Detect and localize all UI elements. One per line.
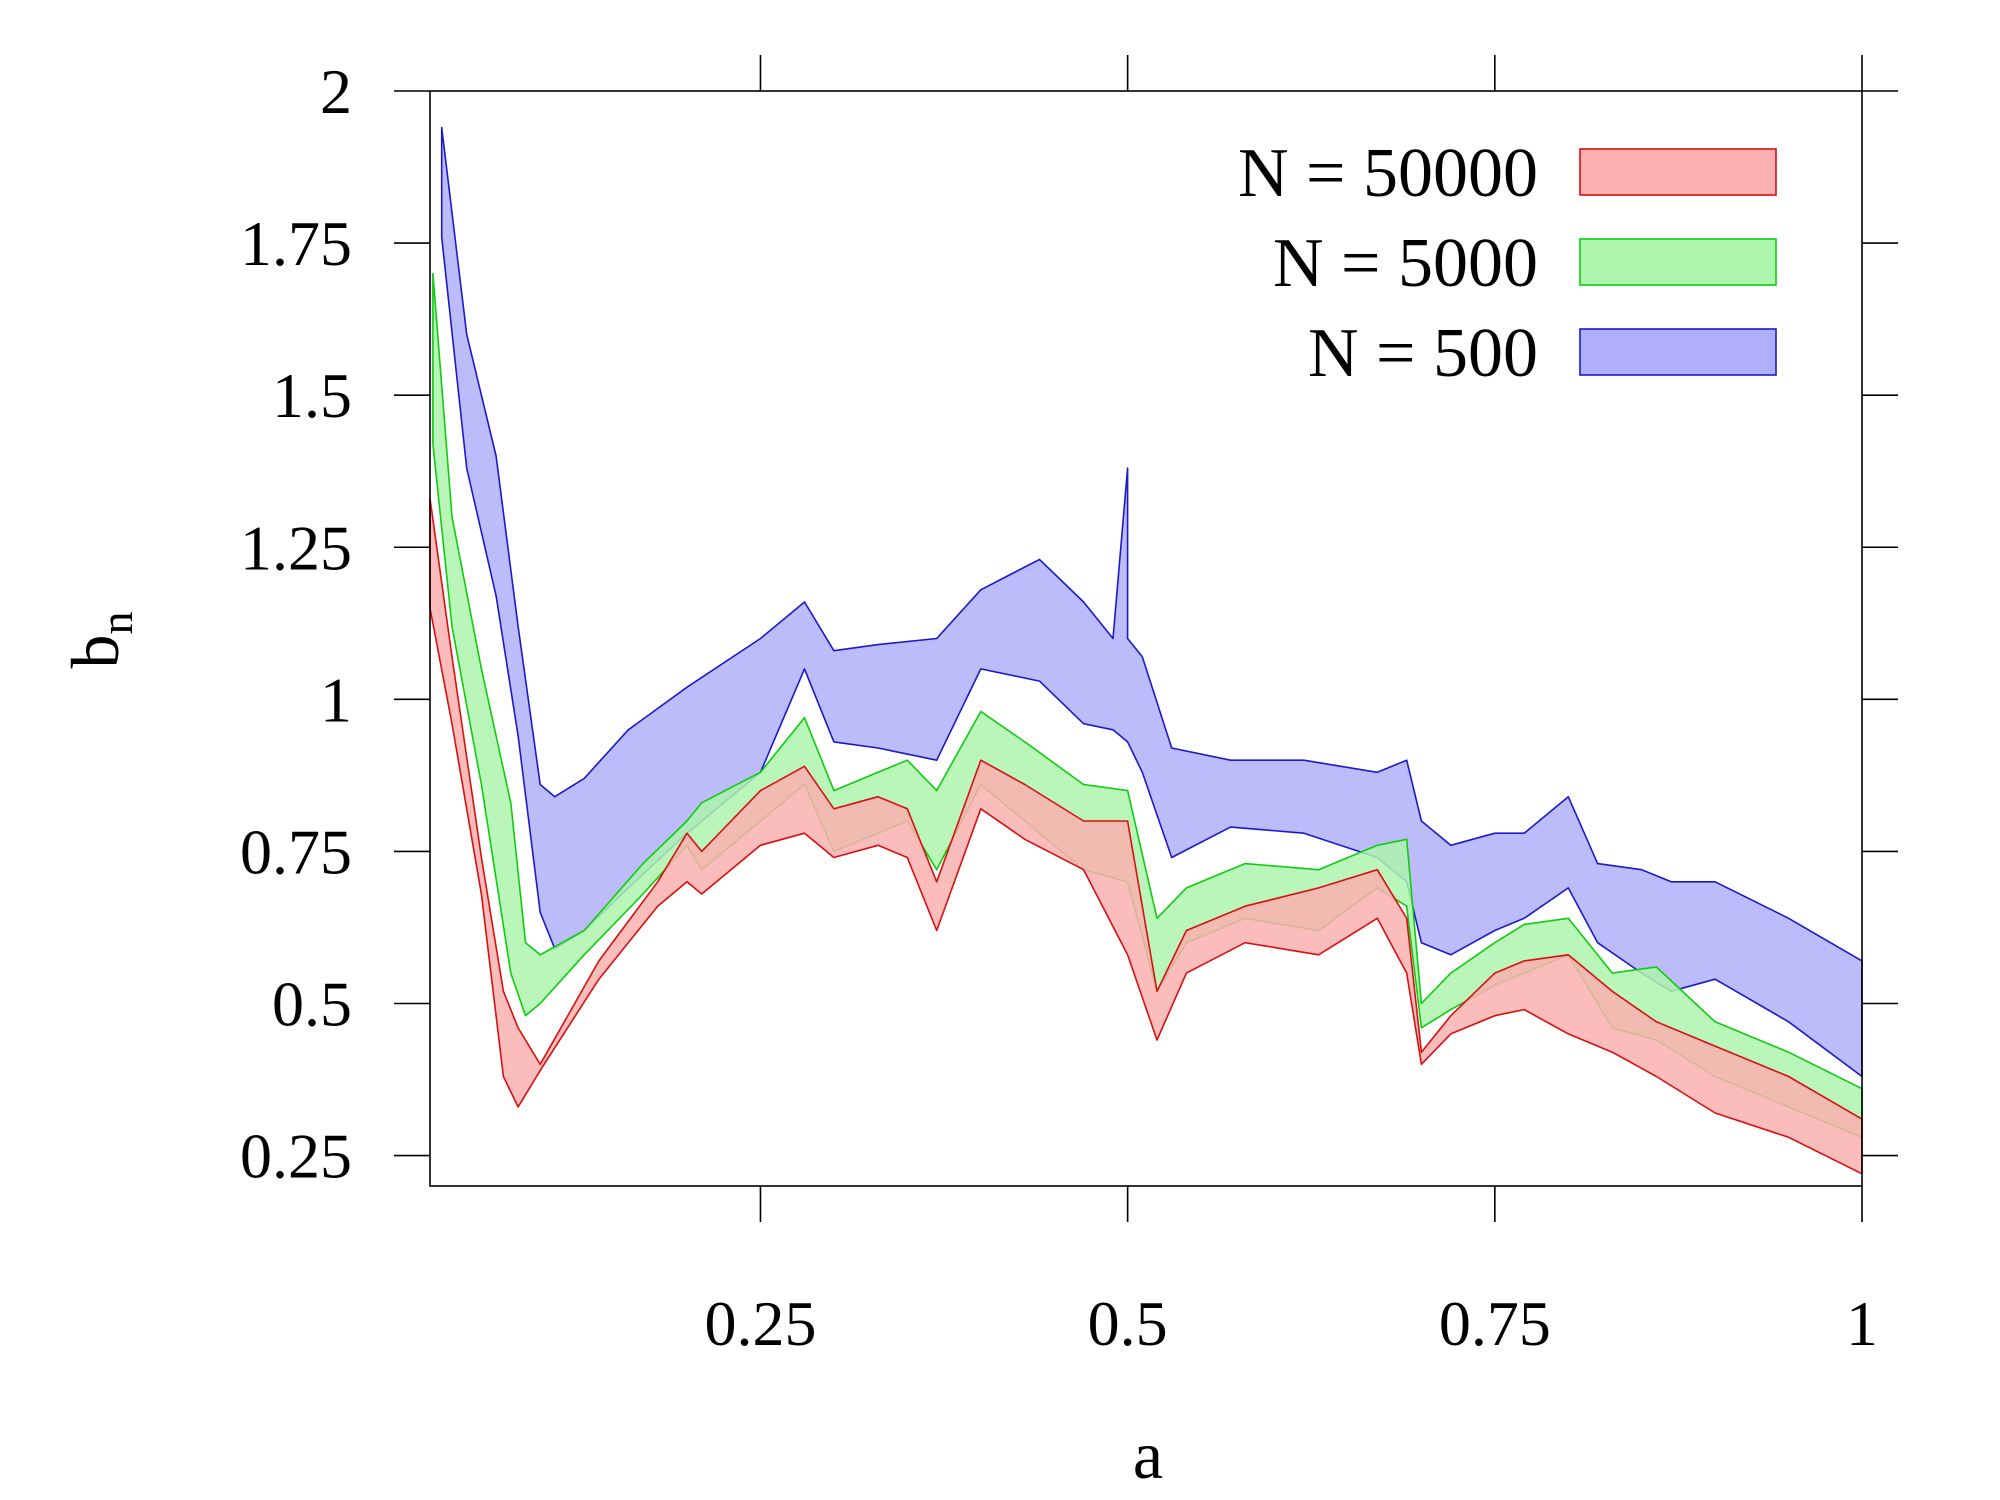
x-tick-label: 1 xyxy=(1846,1288,1878,1359)
legend-swatch xyxy=(1579,148,1777,196)
y-tick-label: 0.25 xyxy=(240,1121,352,1192)
axis-tick-labels: 0.25 0.5 0.75 1 1.25 1.5 1.75 2 0.25 0.5 0.75 1 xyxy=(240,56,1878,1359)
y-axis-label-base: b xyxy=(57,635,133,669)
y-axis-label: bn xyxy=(57,612,142,669)
legend-label: N = 500 xyxy=(1308,315,1538,392)
axis-ticks xyxy=(394,55,1898,1222)
plot-border xyxy=(429,90,1863,1187)
x-tick-label: 0.75 xyxy=(1439,1288,1551,1359)
legend: N = 50000 N = 5000 N = 500 xyxy=(1238,135,1777,392)
y-tick-label: 1.25 xyxy=(240,512,352,583)
legend-swatch xyxy=(1579,238,1777,286)
y-tick-label: 1.75 xyxy=(240,208,352,279)
y-axis-label-subscript: n xyxy=(91,612,142,635)
x-tick-label: 0.25 xyxy=(704,1288,816,1359)
y-tick-label: 1 xyxy=(320,664,352,735)
legend-label: N = 50000 xyxy=(1238,135,1538,212)
y-tick-label: 0.75 xyxy=(240,816,352,887)
y-tick-label: 0.5 xyxy=(272,969,352,1040)
x-axis-label: a xyxy=(1133,1417,1163,1493)
y-tick-label: 2 xyxy=(320,56,352,127)
legend-swatch xyxy=(1579,328,1777,376)
y-tick-label: 1.5 xyxy=(272,360,352,431)
legend-label: N = 5000 xyxy=(1273,225,1538,302)
x-tick-label: 0.5 xyxy=(1088,1288,1168,1359)
plot-frame xyxy=(429,90,1863,1187)
